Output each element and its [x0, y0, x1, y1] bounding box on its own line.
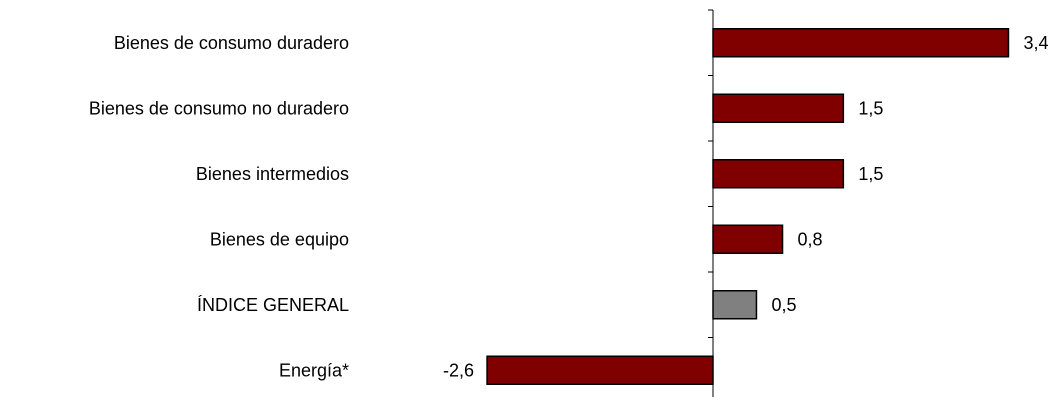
- bars-layer: [486, 28, 1010, 385]
- data-label: 3,4: [1023, 33, 1048, 53]
- bar: [486, 355, 714, 385]
- category-label: Energía*: [279, 360, 349, 380]
- bar: [712, 93, 845, 123]
- y-axis: [708, 9, 714, 397]
- data-label: 1,5: [858, 98, 883, 118]
- category-label: Bienes de consumo duradero: [114, 33, 349, 53]
- category-label: Bienes de equipo: [210, 229, 349, 249]
- labels-layer: Bienes de consumo duradero 3,4 Bienes de c…: [89, 33, 1049, 381]
- bar: [712, 28, 1010, 58]
- bar: [712, 290, 758, 320]
- bar: [712, 159, 845, 189]
- data-label: 0,5: [771, 295, 796, 315]
- category-label: Bienes intermedios: [196, 164, 349, 184]
- data-label: 1,5: [858, 164, 883, 184]
- bar: [712, 224, 784, 254]
- category-label: ÍNDICE GENERAL: [197, 295, 349, 315]
- data-label: -2,6: [443, 360, 474, 380]
- category-label: Bienes de consumo no duradero: [89, 98, 349, 118]
- data-label: 0,8: [798, 229, 823, 249]
